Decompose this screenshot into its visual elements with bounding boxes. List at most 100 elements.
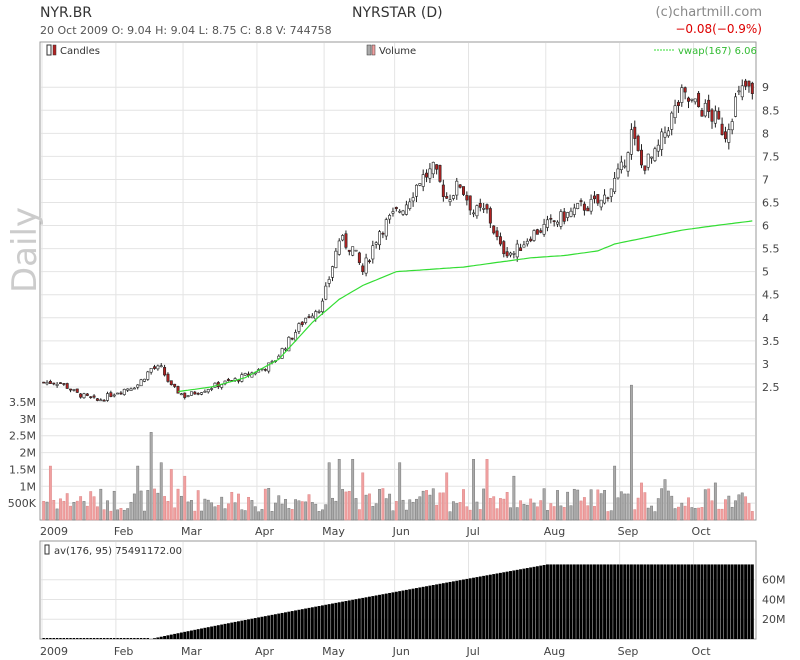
candle [569,210,573,217]
volume-bar [243,510,247,521]
av-bar [247,619,251,639]
volume-bar [640,482,643,521]
candle [173,383,177,387]
candle [314,311,318,320]
av-bar [193,629,197,639]
volume-bar [589,489,593,521]
av-bar [690,564,694,639]
candle [327,279,331,284]
candle [609,188,613,197]
volume-bar [441,492,445,521]
x-tick-label: Jul [466,525,480,538]
av-bar [569,564,573,639]
candle [656,144,660,152]
candle [401,210,405,215]
candle [132,387,136,390]
candle [619,161,623,170]
av-bar [414,588,418,639]
volume-bar [643,492,647,521]
candle [146,371,150,380]
candle [482,208,486,210]
av-bar [626,564,630,639]
volume-bar [569,505,573,521]
candle [82,393,86,399]
av-tick-label: 40M [762,593,786,606]
volume-bar [683,505,687,521]
av-bar [462,579,465,639]
av-bars [42,564,754,639]
candle [55,383,59,386]
volume-bar [210,502,214,521]
av-bar [223,623,227,639]
av-bar [388,592,392,639]
av-bar [636,564,640,639]
chart-title: NYRSTAR (D) [352,5,443,21]
av-bar [169,634,173,639]
av-bar [529,567,533,639]
av-bar [485,575,489,639]
candle [351,246,355,256]
volume-bar [267,488,271,521]
candle [65,383,69,389]
volume-bar [263,488,267,521]
candle [200,392,204,395]
volume-bar [626,493,630,521]
av-bar [153,638,156,639]
volume-bar [740,492,744,521]
volume-bar [240,509,244,521]
candle [367,260,371,263]
volume-bar [693,508,697,521]
candle [676,101,680,106]
price-grid [41,43,755,519]
av-bar [478,576,482,639]
volume-bar [478,509,482,521]
av-bar [314,606,318,639]
candle [169,380,173,386]
price-tick-label: 3.5 [762,335,780,348]
volume-bar [646,507,650,521]
volume-bar [579,500,583,521]
volume-bar [546,510,549,521]
x-tick-label: Jul [466,645,480,658]
candle-legend-icon [46,44,52,56]
av-bar [576,564,580,639]
x-tick-label: Oct [692,525,712,538]
av-bar [404,589,408,639]
volume-bar [106,500,109,521]
av-bar [428,585,432,639]
volume-bar [566,491,570,521]
av-bar [606,564,610,639]
candle [435,164,439,170]
av-bar [539,565,543,639]
volume-bar [368,493,371,521]
candle [720,123,724,135]
volume-bar [351,459,355,521]
candle [79,393,83,398]
candle [552,220,556,222]
av-legend-icon [44,544,50,555]
ohlc-readout: 20 Oct 2009 O: 9.04 H: 9.04 L: 8.75 C: 8… [40,24,332,37]
candle [556,221,560,225]
av-bar [45,638,49,639]
candle [737,90,741,93]
candle [592,195,596,200]
candle [539,230,543,233]
av-bar [391,592,395,639]
av-bar [257,617,261,639]
av-bar [331,603,334,639]
candle [640,149,643,166]
candle [317,311,321,313]
volume-bar [509,507,512,521]
volume-bar [357,509,361,521]
volume-bar [666,490,670,521]
candle [89,396,93,398]
volume-bar [48,465,52,521]
av-bar [579,564,583,639]
volume-bar [149,432,153,521]
volume-bar [656,498,660,521]
volume-bar [522,503,526,521]
candle [300,321,304,325]
av-bar [136,638,139,639]
x-tick-label: Aug [544,525,565,538]
volume-bar [499,498,502,521]
